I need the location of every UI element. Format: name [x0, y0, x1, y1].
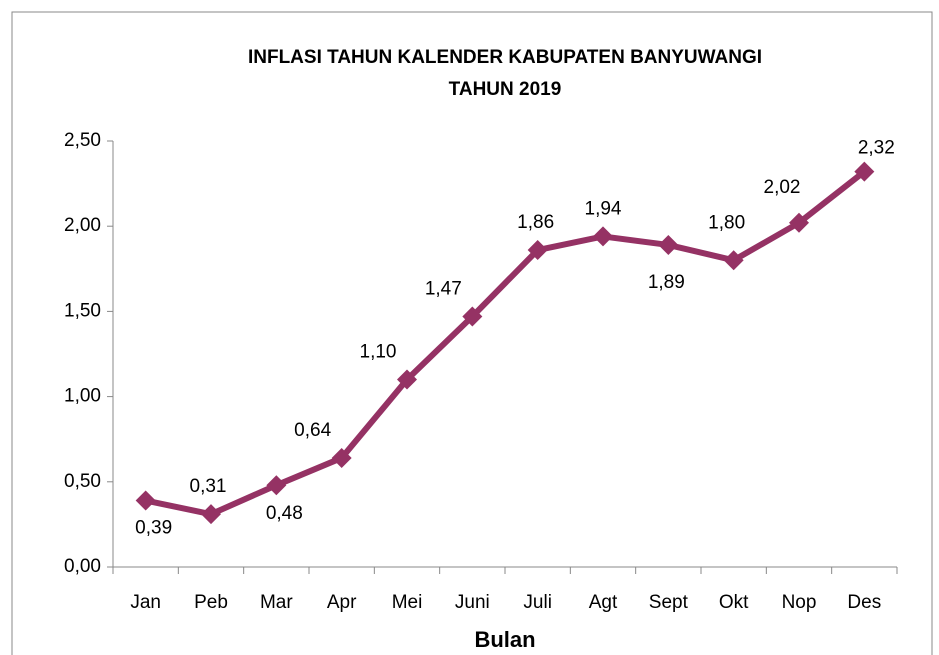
x-tick-label: Agt [589, 592, 618, 613]
data-label: 2,32 [858, 138, 895, 159]
x-tick-label: Apr [327, 592, 357, 613]
x-tick-label: Jan [130, 592, 161, 613]
marker [201, 504, 221, 525]
marker [397, 369, 417, 390]
marker [331, 447, 352, 468]
chart-frame [11, 11, 933, 655]
marker [789, 212, 809, 233]
y-tick-label: 0,50 [64, 471, 101, 492]
y-tick-label: 1,00 [64, 386, 101, 407]
x-tick-label: Juli [523, 592, 552, 613]
marker [593, 226, 613, 247]
x-tick-label: Mar [260, 592, 293, 613]
y-tick-label: 2,50 [64, 130, 101, 151]
data-label: 0,31 [190, 476, 227, 497]
data-label: 1,89 [648, 272, 685, 293]
marker [266, 475, 287, 496]
data-label: 1,80 [708, 212, 745, 233]
data-label: 1,86 [517, 212, 554, 233]
x-tick-label: Nop [782, 592, 817, 613]
marker [658, 234, 679, 255]
x-tick-label: Peb [194, 592, 228, 613]
data-label: 1,10 [360, 342, 397, 363]
data-label: 1,94 [585, 198, 622, 219]
data-label: 0,39 [135, 518, 172, 539]
x-tick-label: Mei [392, 592, 423, 613]
chart-title: INFLASI TAHUN KALENDER KABUPATEN BANYUWA… [248, 47, 762, 68]
data-label: 0,64 [294, 420, 331, 441]
x-tick-label: Des [847, 592, 881, 613]
x-axis-title: Bulan [474, 627, 535, 652]
marker [854, 161, 875, 182]
x-tick-label: Juni [455, 592, 490, 613]
data-label: 0,48 [266, 503, 303, 524]
marker [462, 306, 483, 327]
y-tick-label: 2,00 [64, 215, 101, 236]
y-tick-label: 1,50 [64, 300, 101, 321]
y-tick-label: 0,00 [64, 556, 101, 577]
line-series [145, 169, 867, 518]
marker [527, 240, 548, 261]
marker [135, 490, 156, 511]
data-label: 2,02 [764, 177, 801, 198]
chart-title: TAHUN 2019 [449, 79, 562, 100]
marker [723, 250, 744, 271]
x-tick-label: Sept [649, 592, 689, 613]
x-tick-label: Okt [719, 592, 749, 613]
data-label: 1,47 [425, 279, 462, 300]
